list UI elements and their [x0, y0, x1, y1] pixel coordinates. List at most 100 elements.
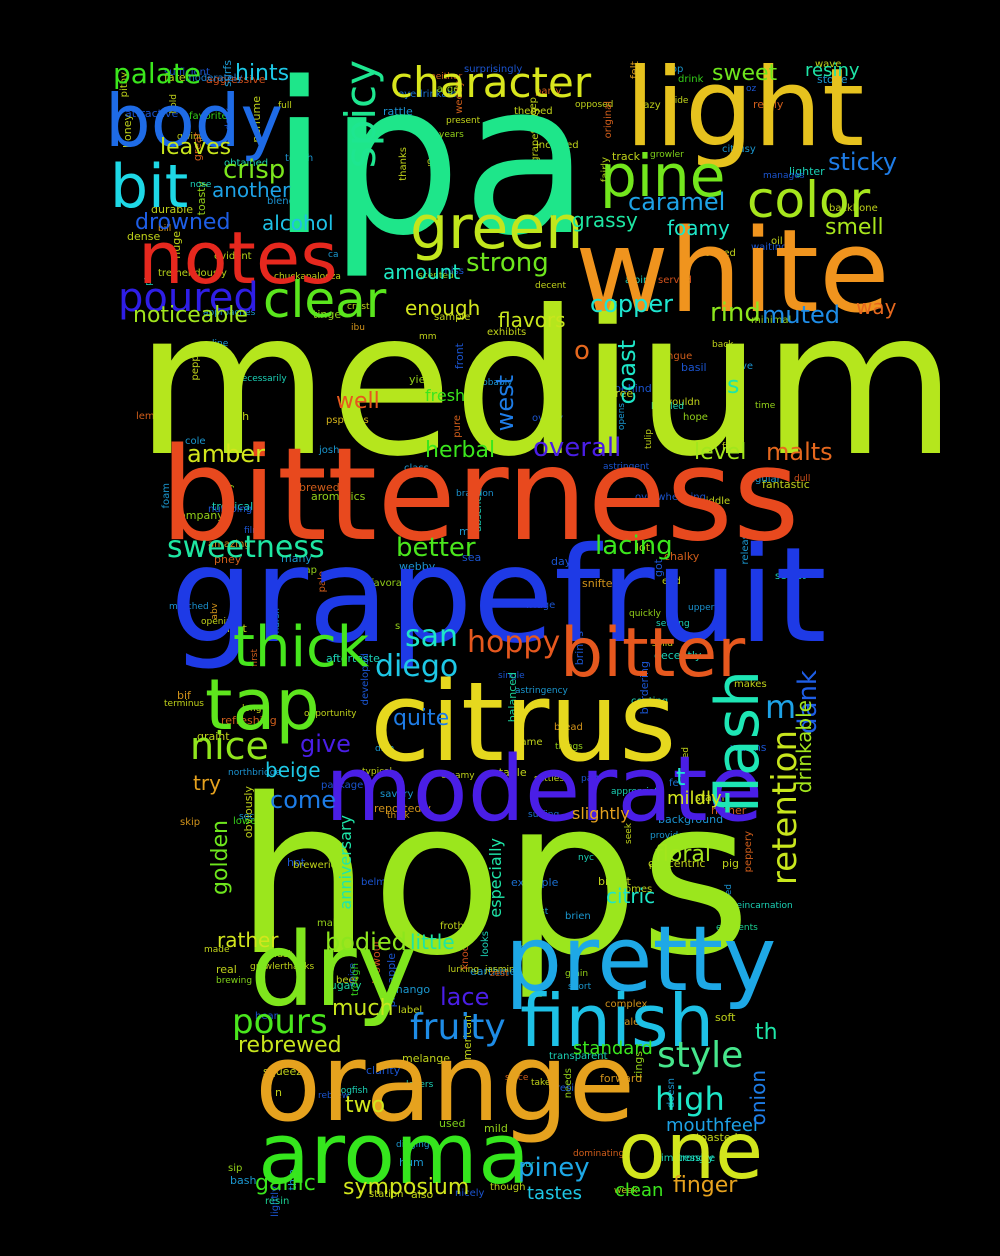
word-psprings: psprings: [326, 415, 369, 426]
word-moderate: moderate: [325, 737, 764, 842]
word-rind: rind: [710, 298, 761, 328]
word-elements: elements: [716, 923, 758, 933]
word-dense: dense: [127, 230, 161, 243]
word-muted: muted: [762, 301, 840, 329]
word-lot: lot: [636, 541, 651, 554]
word-nyc: nyc: [578, 853, 594, 863]
word-brewed: brewed: [299, 481, 340, 494]
word-favorably: favorably: [370, 578, 417, 589]
word-pney: pney: [214, 553, 242, 566]
word-line: line: [212, 339, 229, 349]
word-symposium: symposium: [343, 1175, 470, 1200]
word-foamy: foamy: [667, 216, 730, 240]
word-well: well: [336, 389, 380, 414]
word-snifter: snifter: [582, 577, 618, 590]
word-exhibits: exhibits: [487, 327, 527, 338]
word-flavors: flavors: [498, 308, 566, 332]
word-bitterness: bitterness: [160, 421, 800, 570]
word-solid: solid: [652, 639, 673, 649]
word-manages: manages: [763, 171, 805, 181]
word-webby: webby: [399, 560, 436, 573]
word-since: since: [505, 1073, 529, 1083]
word-nicely: nicely: [455, 1188, 485, 1199]
word-reincarnation: reincarnation: [733, 901, 793, 911]
word-oz: oz: [746, 84, 757, 94]
word-drink: drink: [678, 74, 704, 85]
word-d: d: [340, 913, 346, 923]
word-feel: feel: [669, 778, 688, 789]
word-s: s: [727, 371, 740, 399]
word-sour: sour: [515, 1160, 535, 1170]
word-sugary: sugary: [324, 979, 362, 992]
word-race: race: [649, 862, 669, 872]
word-surprisingly: surprisingly: [464, 64, 523, 75]
word-n: n: [275, 1086, 282, 1099]
word-giving: giving: [177, 132, 205, 142]
word-ca: ca: [328, 250, 339, 260]
word-time: time: [755, 401, 776, 411]
word-short: short: [568, 982, 592, 992]
word-middle: middle: [696, 496, 731, 507]
word-upper: upper: [688, 603, 715, 613]
word-slightly: slightly: [572, 804, 630, 823]
word-station: station: [369, 1189, 404, 1200]
word-pours: pours: [232, 1002, 328, 1042]
word-tropical: tropical: [212, 500, 254, 513]
word-probably: probably: [473, 378, 513, 388]
word-themed: themed: [514, 106, 553, 117]
word-package: package: [321, 780, 364, 791]
word-yield: yield: [409, 373, 436, 386]
word-smell: smell: [825, 215, 884, 240]
word-settling: settling: [656, 619, 690, 629]
word-overall: overall: [533, 433, 622, 463]
word-pine: pine: [600, 142, 726, 210]
word-party: party: [535, 86, 562, 97]
word-really: really: [753, 98, 784, 111]
word-bright: bright: [598, 875, 631, 888]
word-dry: dry: [250, 911, 418, 1030]
word-class: class: [404, 463, 429, 474]
word-brandon: brandon: [456, 489, 494, 499]
word-sample: sample: [434, 312, 471, 323]
word-nice: nice: [190, 724, 269, 768]
word-inch: inch: [226, 410, 250, 423]
word-chalky: chalky: [664, 550, 700, 563]
word-settles: settles: [534, 774, 565, 784]
word-floral: floral: [655, 842, 711, 867]
word-week: week: [614, 1186, 638, 1196]
word-lacing: lacing: [595, 531, 673, 561]
word-amber: amber: [187, 440, 265, 468]
word-neither: neither: [430, 72, 463, 82]
word-side: side: [670, 96, 689, 106]
word-bread: bread: [554, 722, 583, 733]
word-things: things: [555, 742, 583, 752]
word-basil: basil: [681, 361, 707, 374]
word-becomes: becomes: [607, 884, 653, 895]
word-stone: stone: [817, 73, 848, 86]
word-copper: copper: [590, 290, 673, 318]
word-citrusy: citrusy: [722, 144, 756, 155]
word-aromatics: aromatics: [311, 490, 366, 503]
word-large: large: [434, 84, 460, 95]
word-provides: provides: [650, 831, 689, 841]
word-digging: digging: [396, 1140, 430, 1150]
word-eyedrinkale: eyedrinkale: [398, 89, 457, 100]
word-shot: shot: [395, 621, 417, 632]
word-dominating: dominating: [573, 1149, 625, 1159]
word-body: body: [105, 79, 284, 163]
word-strongly: strongly: [673, 1153, 714, 1164]
word-m: m: [765, 688, 797, 726]
word-gold: gold: [427, 157, 447, 167]
word-warms: warms: [730, 741, 767, 754]
word-rebrewed: rebrewed: [238, 1033, 342, 1058]
word-coating: coating: [631, 696, 669, 707]
word-wouldn: wouldn: [664, 397, 701, 408]
word-malts: malts: [766, 438, 833, 466]
word-tongue: tongue: [657, 351, 693, 362]
word-give: give: [300, 730, 351, 758]
word-societe: societe: [239, 812, 272, 822]
word-drinkable: drinkable: [792, 700, 816, 794]
word-high: high: [655, 1080, 725, 1118]
word-grain: grain: [565, 969, 589, 979]
word-scented: scented: [418, 271, 454, 281]
